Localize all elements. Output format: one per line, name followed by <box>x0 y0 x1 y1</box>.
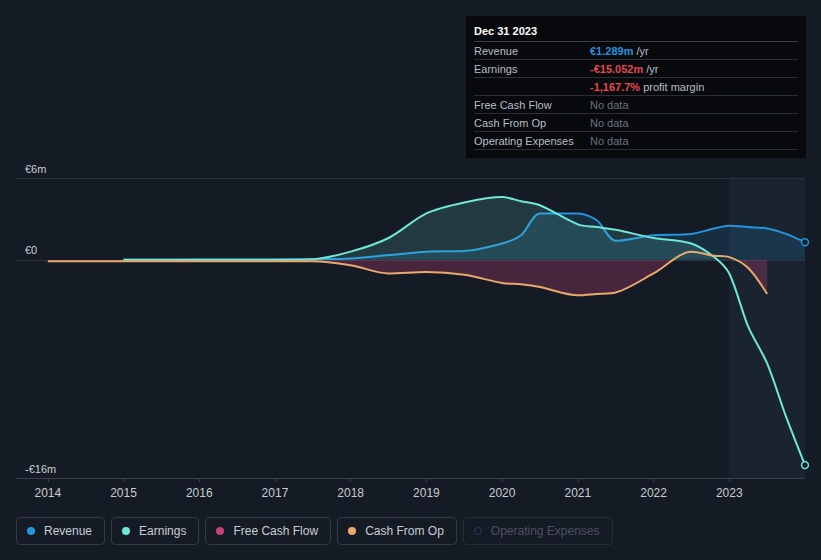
html-text:Cash From Op: Cash From Op <box>365 524 444 538</box>
svg-text:-€16m: -€16m <box>25 463 56 475</box>
svg-text:2020: 2020 <box>489 486 516 500</box>
html-text:Free Cash Flow: Free Cash Flow <box>233 524 319 538</box>
svg-text:2018: 2018 <box>337 486 364 500</box>
html-text:-1,167.7% profit margin: -1,167.7% profit margin <box>590 81 705 93</box>
svg-text:2014: 2014 <box>34 486 61 500</box>
html-text:No data: No data <box>590 99 629 111</box>
svg-text:2021: 2021 <box>564 486 591 500</box>
html-text:Cash From Op: Cash From Op <box>474 117 547 129</box>
html-text:Dec 31 2023: Dec 31 2023 <box>474 25 537 37</box>
html-text:Earnings: Earnings <box>139 524 187 538</box>
svg-text:2019: 2019 <box>413 486 440 500</box>
html-text:No data: No data <box>590 117 629 129</box>
svg-text:2017: 2017 <box>262 486 289 500</box>
html-text:Revenue: Revenue <box>44 524 92 538</box>
html-text:€1.289m /yr: €1.289m /yr <box>590 45 649 57</box>
html-text:Operating Expenses: Operating Expenses <box>490 524 600 538</box>
html-text:-€15.052m /yr: -€15.052m /yr <box>590 63 659 75</box>
svg-text:€6m: €6m <box>25 163 46 175</box>
html-text:No data: No data <box>590 135 629 147</box>
html-text:Revenue: Revenue <box>474 45 518 57</box>
svg-text:2016: 2016 <box>186 486 213 500</box>
svg-text:€0: €0 <box>25 244 37 256</box>
svg-text:2015: 2015 <box>110 486 137 500</box>
html-text:Free Cash Flow: Free Cash Flow <box>474 99 552 111</box>
html-text:Earnings: Earnings <box>474 63 518 75</box>
svg-text:2022: 2022 <box>640 486 667 500</box>
svg-text:2023: 2023 <box>716 486 743 500</box>
html-text:Operating Expenses: Operating Expenses <box>474 135 574 147</box>
